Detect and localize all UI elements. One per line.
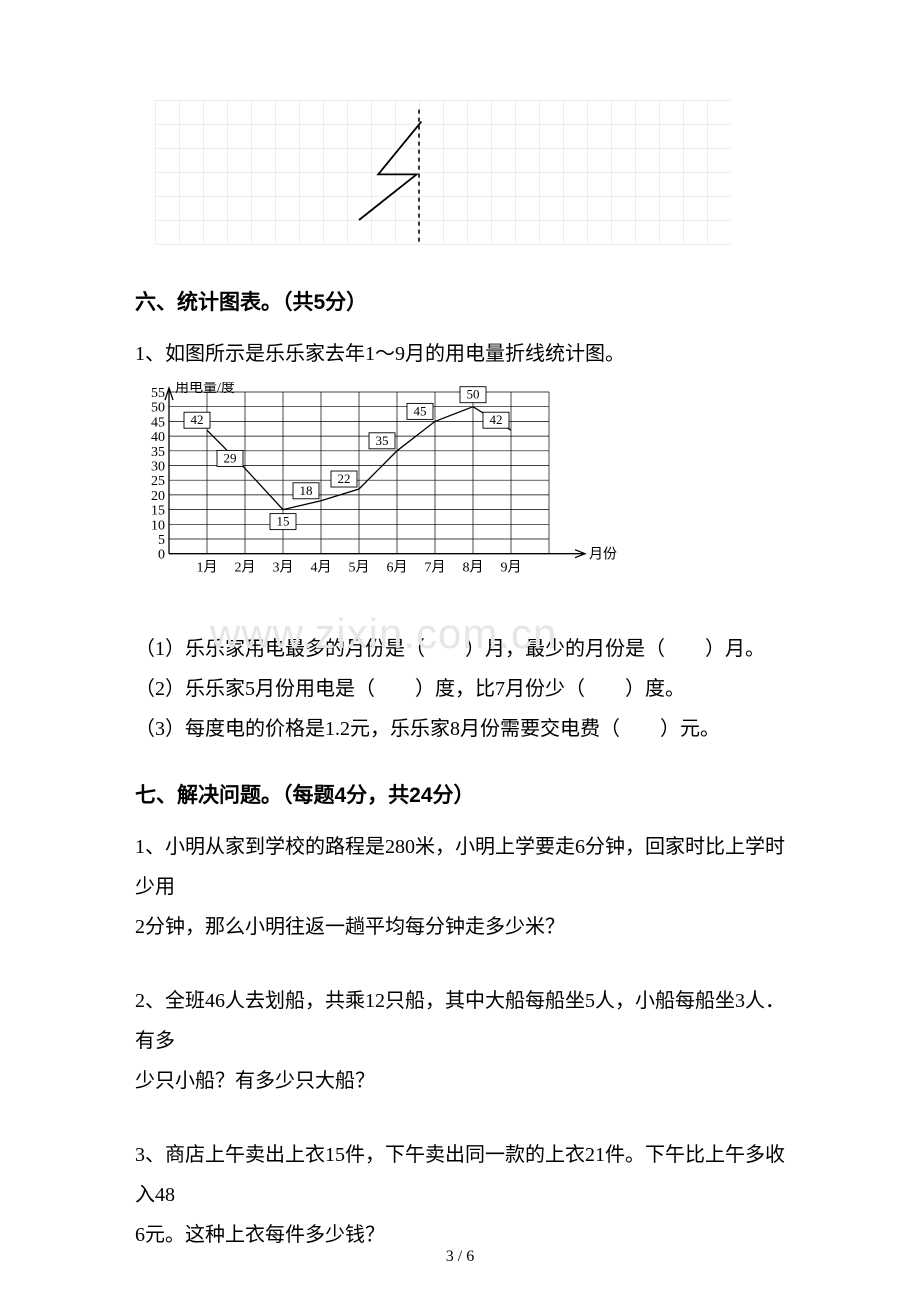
svg-text:用电量/度: 用电量/度 xyxy=(175,382,235,396)
section7-p2b: 少只小船？有多少只大船？ xyxy=(135,1061,785,1101)
svg-text:6月: 6月 xyxy=(387,560,408,576)
section6-q3: （3）每度电的价格是1.2元，乐乐家8月份需要交电费（ ）元。 xyxy=(135,709,785,749)
electricity-line-chart: 用电量/度0510152025303540455055月份1月2月3月4月5月6… xyxy=(135,382,675,612)
svg-text:45: 45 xyxy=(151,415,165,430)
page-number: 3 / 6 xyxy=(0,1248,920,1266)
svg-text:22: 22 xyxy=(338,471,351,486)
svg-text:9月: 9月 xyxy=(501,560,522,576)
svg-text:3月: 3月 xyxy=(273,560,294,576)
section6-q2: （2）乐乐家5月份用电是（ ）度，比7月份少（ ）度。 xyxy=(135,669,785,709)
section7-p2a: 2、全班46人去划船，共乘12只船，其中大船每船坐5人，小船每船坐3人．有多 xyxy=(135,981,785,1061)
svg-text:42: 42 xyxy=(191,412,204,427)
svg-text:30: 30 xyxy=(151,460,165,475)
svg-text:42: 42 xyxy=(490,412,503,427)
section7-p3a: 3、商店上午卖出上衣15件，下午卖出同一款的上衣21件。下午比上午多收入48 xyxy=(135,1135,785,1215)
section6-heading: 六、统计图表。（共5分） xyxy=(135,286,785,316)
svg-text:4月: 4月 xyxy=(311,560,332,576)
svg-text:55: 55 xyxy=(151,386,165,401)
svg-text:50: 50 xyxy=(151,401,165,416)
svg-text:10: 10 xyxy=(151,518,165,533)
section6-intro: 1、如图所示是乐乐家去年1～9月的用电量折线统计图。 xyxy=(135,334,785,374)
svg-text:5月: 5月 xyxy=(349,560,370,576)
svg-text:7月: 7月 xyxy=(425,560,446,576)
svg-text:月份: 月份 xyxy=(589,547,617,563)
section7-heading: 七、解决问题。（每题4分，共24分） xyxy=(135,779,785,809)
section7-p1a: 1、小明从家到学校的路程是280米，小明上学要走6分钟，回家时比上学时少用 xyxy=(135,827,785,907)
svg-text:1月: 1月 xyxy=(197,560,218,576)
svg-text:2月: 2月 xyxy=(235,560,256,576)
svg-text:15: 15 xyxy=(151,504,165,519)
svg-text:8月: 8月 xyxy=(463,560,484,576)
svg-text:0: 0 xyxy=(158,548,165,563)
svg-text:15: 15 xyxy=(277,514,290,529)
section7-p1b: 2分钟，那么小明往返一趟平均每分钟走多少米？ xyxy=(135,907,785,947)
svg-text:20: 20 xyxy=(151,489,165,504)
svg-text:29: 29 xyxy=(224,450,237,465)
svg-text:40: 40 xyxy=(151,430,165,445)
svg-text:5: 5 xyxy=(158,533,165,548)
svg-text:45: 45 xyxy=(414,403,427,418)
svg-text:18: 18 xyxy=(300,483,313,498)
svg-text:50: 50 xyxy=(467,387,480,402)
svg-text:35: 35 xyxy=(151,445,165,460)
svg-text:25: 25 xyxy=(151,474,165,489)
section6-q1: （1）乐乐家用电最多的月份是（ ）月，最少的月份是（ ）月。 xyxy=(135,629,785,669)
svg-text:35: 35 xyxy=(376,433,389,448)
grid-figure xyxy=(155,100,731,250)
